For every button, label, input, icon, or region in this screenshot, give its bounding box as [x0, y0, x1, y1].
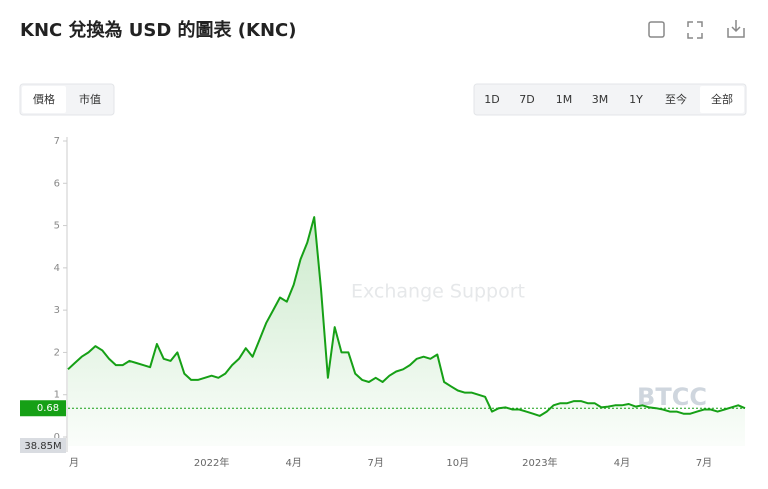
- title: KNC 兌換為 USD 的圖表 (KNC): [20, 19, 297, 41]
- range-group: 1D 7D 1M 3M 1Y 至今 全部: [473, 83, 747, 116]
- current-price-badge: [20, 400, 66, 417]
- y-tick-label: 3: [54, 305, 60, 316]
- range-button[interactable]: 7D: [519, 93, 534, 106]
- x-tick-label: 2023年: [522, 456, 557, 469]
- x-tick-label: 10月: [446, 457, 469, 469]
- volume-badge: [20, 438, 66, 453]
- range-button[interactable]: 1M: [556, 93, 573, 106]
- tab-group: 價格 市值: [19, 83, 115, 116]
- volume-label: 38.85M: [24, 441, 61, 452]
- x-tick-label: 4月: [614, 457, 630, 469]
- range-button[interactable]: 3M: [592, 93, 609, 106]
- range-button[interactable]: 1Y: [629, 93, 643, 106]
- range-button[interactable]: 至今: [665, 92, 687, 106]
- watermark: Exchange Support: [351, 281, 525, 303]
- x-tick-label: 4月: [285, 457, 301, 469]
- y-tick-label: 2: [54, 347, 60, 358]
- y-tick-label: 6: [54, 178, 60, 189]
- x-tick-label: 2022年: [194, 456, 229, 469]
- share-icon[interactable]: [648, 21, 665, 38]
- y-tick-label: 0: [54, 432, 60, 443]
- toolbar-icons[interactable]: [648, 20, 745, 39]
- tab-active: [22, 86, 66, 113]
- x-tick-label: 月: [69, 457, 79, 469]
- y-tick-label: 4: [54, 263, 60, 274]
- x-tick-label: 7月: [696, 457, 712, 469]
- range-active: [700, 86, 744, 113]
- range-button[interactable]: 全部: [711, 92, 733, 106]
- tab[interactable]: 市值: [79, 92, 101, 106]
- fullscreen-icon[interactable]: [687, 21, 703, 39]
- range-button[interactable]: 1D: [484, 93, 499, 106]
- price-line: [67, 216, 746, 417]
- y-tick-label: 5: [54, 221, 60, 232]
- y-tick-label: 7: [54, 136, 60, 147]
- range-box: [473, 83, 747, 116]
- download-icon[interactable]: [727, 20, 745, 38]
- x-tick-label: 7月: [368, 457, 384, 469]
- area: [68, 217, 745, 446]
- y-tick-label: 1: [54, 390, 60, 401]
- current-price-label: 0.68: [37, 403, 59, 414]
- tab[interactable]: 價格: [33, 92, 55, 106]
